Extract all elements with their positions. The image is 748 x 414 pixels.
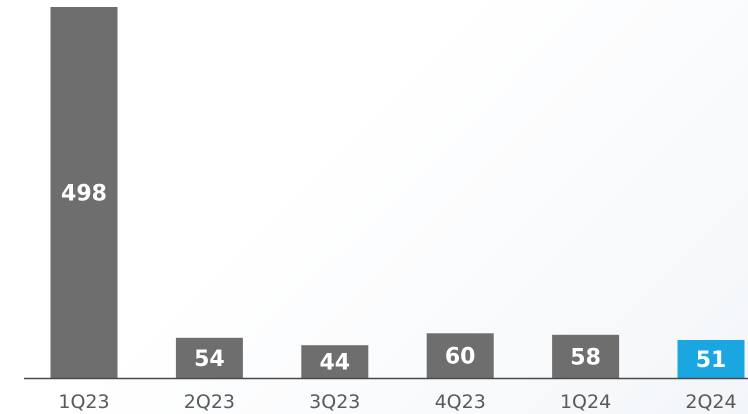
data-label-1q24: 58 xyxy=(570,345,601,370)
x-tick-label-1q24: 1Q24 xyxy=(560,391,611,413)
bars-group xyxy=(50,7,745,378)
data-label-2q24: 51 xyxy=(696,348,727,373)
x-tick-label-4q23: 4Q23 xyxy=(435,391,486,413)
x-tick-label-1q23: 1Q23 xyxy=(58,391,109,413)
bar-3q23 xyxy=(301,345,369,378)
bar-1q24 xyxy=(552,334,620,378)
bar-2q23 xyxy=(175,337,243,378)
x-tick-label-3q23: 3Q23 xyxy=(309,391,360,413)
data-label-2q23: 54 xyxy=(194,347,225,372)
x-tick-label-2q24: 2Q24 xyxy=(685,391,736,413)
bar-4q23 xyxy=(426,333,494,378)
data-label-4q23: 60 xyxy=(445,345,476,370)
bar-1q23 xyxy=(50,7,118,378)
bar-2q24 xyxy=(677,340,745,378)
data-label-1q23: 498 xyxy=(61,182,107,207)
data-labels-group: 498 54 44 60 58 51 xyxy=(61,182,726,376)
x-tick-labels-group: 1Q23 2Q23 3Q23 4Q23 1Q24 2Q24 xyxy=(58,391,736,413)
x-tick-label-2q23: 2Q23 xyxy=(184,391,235,413)
data-label-3q23: 44 xyxy=(319,351,350,376)
